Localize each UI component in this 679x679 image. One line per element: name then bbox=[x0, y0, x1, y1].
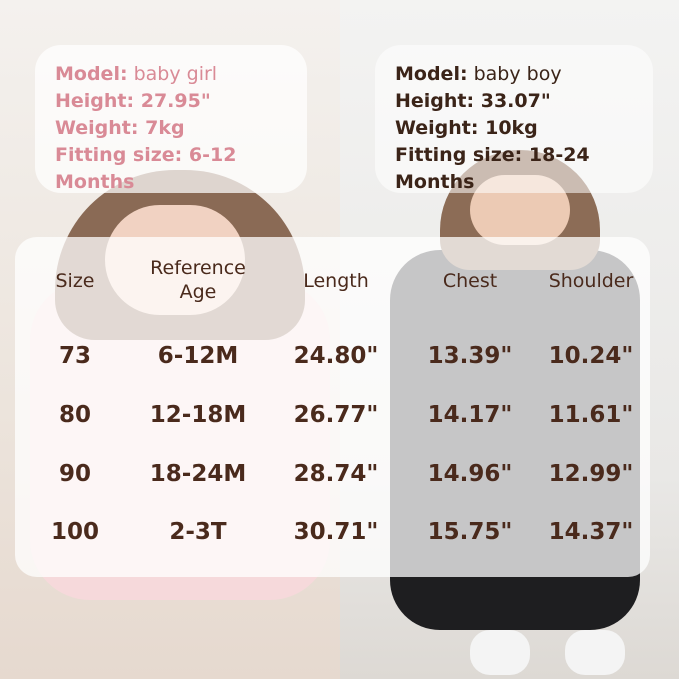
table-cell: 11.61" bbox=[548, 402, 634, 428]
table-cell: 80 bbox=[58, 402, 92, 428]
table-cell: 90 bbox=[58, 461, 92, 487]
table-cell: 10.24" bbox=[548, 343, 634, 369]
table-cell: 100 bbox=[50, 519, 100, 545]
girl-weight: Weight: 7kg bbox=[55, 117, 185, 139]
column-header: Reference Age bbox=[150, 257, 246, 303]
boy-fitting-size: Fitting size: 18-24 Months bbox=[395, 144, 590, 193]
size-chart-table bbox=[15, 237, 650, 577]
table-cell: 6-12M bbox=[157, 343, 239, 369]
table-cell: 14.37" bbox=[548, 519, 634, 545]
girl-height: Height: 27.95" bbox=[55, 90, 211, 112]
baby-boy-shoe bbox=[565, 630, 625, 675]
table-cell: 18-24M bbox=[149, 461, 247, 487]
table-cell: 15.75" bbox=[427, 519, 513, 545]
table-cell: 13.39" bbox=[427, 343, 513, 369]
boy-info-panel: Model: baby boy Height: 33.07" Weight: 1… bbox=[375, 45, 653, 193]
boy-model: Model: baby boy bbox=[395, 63, 562, 85]
boy-height: Height: 33.07" bbox=[395, 90, 551, 112]
girl-model: Model: baby girl bbox=[55, 63, 218, 85]
table-cell: 26.77" bbox=[293, 402, 379, 428]
column-header: Chest bbox=[442, 270, 498, 292]
table-cell: 73 bbox=[58, 343, 92, 369]
girl-info-panel: Model: baby girl Height: 27.95" Weight: … bbox=[35, 45, 307, 193]
girl-fitting-size: Fitting size: 6-12 Months bbox=[55, 144, 237, 193]
table-cell: 24.80" bbox=[293, 343, 379, 369]
table-cell: 30.71" bbox=[293, 519, 379, 545]
column-header: Shoulder bbox=[548, 270, 634, 292]
baby-boy-shoe bbox=[470, 630, 530, 675]
table-cell: 12-18M bbox=[149, 402, 247, 428]
table-cell: 28.74" bbox=[293, 461, 379, 487]
table-cell: 14.96" bbox=[427, 461, 513, 487]
column-header: Length bbox=[303, 270, 369, 292]
table-cell: 2-3T bbox=[169, 519, 227, 545]
boy-weight: Weight: 10kg bbox=[395, 117, 538, 139]
column-header: Size bbox=[55, 270, 95, 292]
table-cell: 12.99" bbox=[548, 461, 634, 487]
table-cell: 14.17" bbox=[427, 402, 513, 428]
